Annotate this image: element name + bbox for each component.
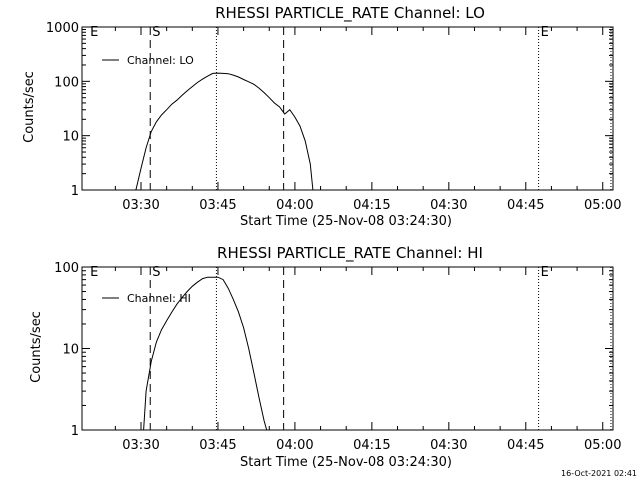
chart-title-lo: RHESSI PARTICLE_RATE Channel: LO (215, 4, 485, 23)
y-tick-label: 1 (71, 424, 79, 439)
x-tick-label: 04:00 (276, 198, 313, 213)
y-tick-label: 1 (71, 184, 79, 199)
panel-hi: RHESSI PARTICLE_RATE Channel: HI Counts/… (29, 244, 621, 470)
y-tick-label: 10 (62, 343, 79, 358)
legend-label-hi: Channel: HI (127, 292, 191, 305)
x-tick-label: 03:30 (122, 198, 159, 213)
plot-area-lo: 1 10 100 1000 03:30 03:45 04:00 04:15 04:30 04:45… (46, 21, 622, 213)
y-tick-label: 10 (62, 130, 79, 145)
series-line-lo (135, 72, 314, 191)
event-marker-label: E (90, 25, 98, 40)
plot-frame-lo (81, 26, 614, 191)
y-tick-label: 1000 (46, 21, 79, 36)
plot-area-hi: 1 10 100 03:30 03:45 04:00 04:15 04:30 04:45 05:0… (54, 261, 621, 453)
legend-label-lo: Channel: LO (127, 54, 194, 67)
x-axis-label-lo: Start Time (25-Nov-08 03:24:30) (240, 214, 452, 229)
x-tick-label: 03:30 (122, 438, 159, 453)
event-marker-label: E (541, 25, 549, 40)
y-axis-label-lo: Counts/sec (22, 71, 37, 143)
event-marker-label: E (541, 265, 549, 280)
footer-timestamp: 16-Oct-2021 02:41 (561, 469, 637, 478)
event-marker-label: E (90, 265, 98, 280)
y-tick-label: 100 (54, 75, 79, 90)
y-axis-label-hi: Counts/sec (29, 311, 44, 383)
chart-title-hi: RHESSI PARTICLE_RATE Channel: HI (217, 244, 483, 263)
x-tick-label: 04:00 (276, 438, 313, 453)
event-marker-label: S (152, 25, 160, 40)
panel-lo: RHESSI PARTICLE_RATE Channel: LO Counts/… (22, 4, 621, 229)
x-tick-label: 03:45 (199, 198, 236, 213)
x-tick-label: 04:15 (353, 438, 390, 453)
x-tick-label: 05:00 (584, 438, 621, 453)
x-tick-label: 04:15 (353, 198, 390, 213)
x-tick-label: 04:30 (430, 438, 467, 453)
x-tick-label: 03:45 (199, 438, 236, 453)
x-tick-label: 05:00 (584, 198, 621, 213)
series-line-hi (143, 276, 268, 431)
x-axis-label-hi: Start Time (25-Nov-08 03:24:30) (240, 455, 452, 470)
y-tick-label: 100 (54, 261, 79, 276)
event-marker-label: S (152, 265, 160, 280)
x-tick-label: 04:30 (430, 198, 467, 213)
x-tick-label: 04:45 (507, 438, 544, 453)
x-tick-label: 04:45 (507, 198, 544, 213)
